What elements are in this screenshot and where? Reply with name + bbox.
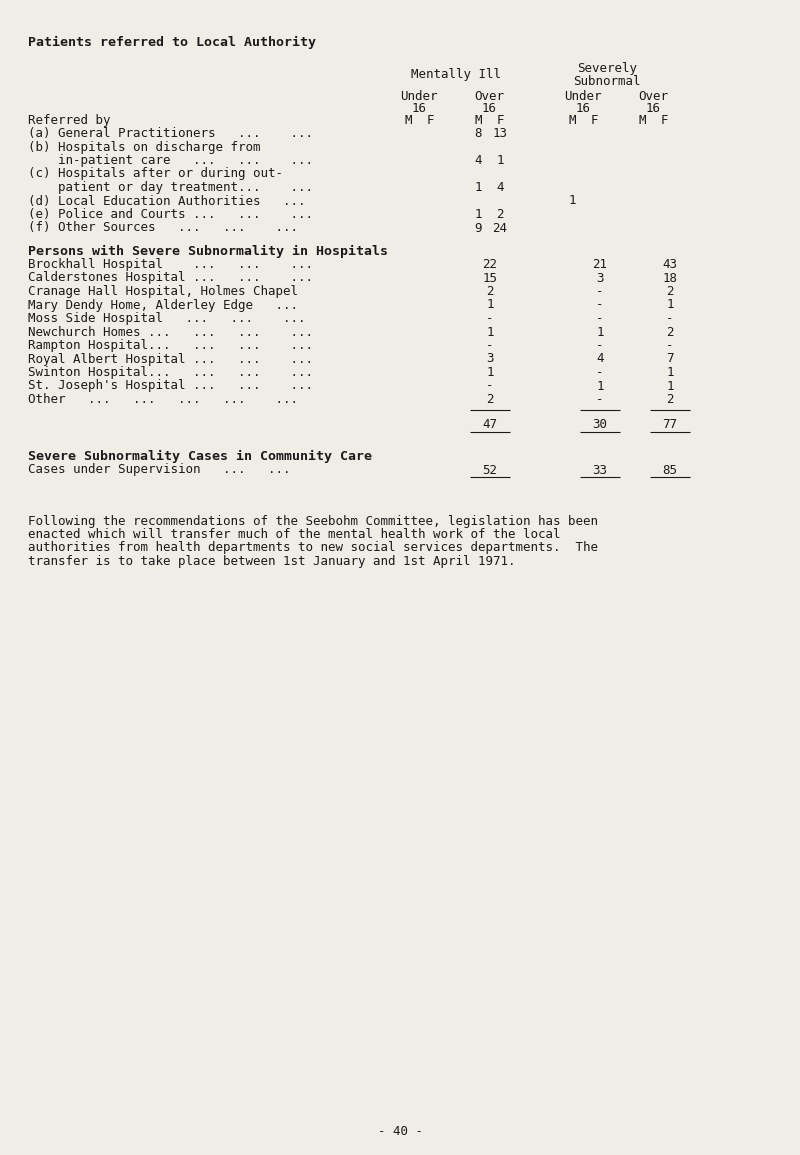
- Text: 1: 1: [486, 366, 494, 379]
- Text: Cranage Hall Hospital, Holmes Chapel: Cranage Hall Hospital, Holmes Chapel: [28, 285, 298, 298]
- Text: M: M: [638, 114, 646, 127]
- Text: 1: 1: [474, 181, 482, 194]
- Text: (f) Other Sources   ...   ...    ...: (f) Other Sources ... ... ...: [28, 222, 298, 234]
- Text: Brockhall Hospital    ...   ...    ...: Brockhall Hospital ... ... ...: [28, 258, 313, 271]
- Text: 3: 3: [596, 271, 604, 284]
- Text: 1: 1: [666, 380, 674, 393]
- Text: 21: 21: [593, 258, 607, 271]
- Text: (e) Police and Courts ...   ...    ...: (e) Police and Courts ... ... ...: [28, 208, 313, 221]
- Text: transfer is to take place between 1st January and 1st April 1971.: transfer is to take place between 1st Ja…: [28, 556, 515, 568]
- Text: 1: 1: [568, 194, 576, 208]
- Text: 33: 33: [593, 463, 607, 477]
- Text: Rampton Hospital...   ...   ...    ...: Rampton Hospital... ... ... ...: [28, 340, 313, 352]
- Text: -: -: [486, 340, 494, 352]
- Text: -: -: [596, 366, 604, 379]
- Text: 2: 2: [666, 393, 674, 407]
- Text: 2: 2: [666, 285, 674, 298]
- Text: Persons with Severe Subnormality in Hospitals: Persons with Severe Subnormality in Hosp…: [28, 245, 388, 258]
- Text: 1: 1: [596, 326, 604, 338]
- Text: M: M: [404, 114, 412, 127]
- Text: 16: 16: [482, 102, 497, 116]
- Text: 2: 2: [486, 285, 494, 298]
- Text: 43: 43: [662, 258, 678, 271]
- Text: F: F: [590, 114, 598, 127]
- Text: 9: 9: [474, 222, 482, 234]
- Text: Severely: Severely: [577, 62, 637, 75]
- Text: 1: 1: [486, 326, 494, 338]
- Text: 4: 4: [596, 352, 604, 365]
- Text: Subnormal: Subnormal: [574, 75, 641, 88]
- Text: -: -: [596, 393, 604, 407]
- Text: 4: 4: [474, 154, 482, 167]
- Text: (c) Hospitals after or during out-: (c) Hospitals after or during out-: [28, 167, 283, 180]
- Text: Swinton Hospital...   ...   ...    ...: Swinton Hospital... ... ... ...: [28, 366, 313, 379]
- Text: -: -: [666, 340, 674, 352]
- Text: 2: 2: [486, 393, 494, 407]
- Text: Royal Albert Hospital ...   ...    ...: Royal Albert Hospital ... ... ...: [28, 352, 313, 365]
- Text: 4: 4: [496, 181, 504, 194]
- Text: Over: Over: [474, 90, 504, 103]
- Text: -: -: [596, 340, 604, 352]
- Text: Newchurch Homes ...   ...   ...    ...: Newchurch Homes ... ... ... ...: [28, 326, 313, 338]
- Text: 16: 16: [575, 102, 590, 116]
- Text: - 40 -: - 40 -: [378, 1125, 422, 1138]
- Text: 77: 77: [662, 418, 678, 432]
- Text: 1: 1: [474, 208, 482, 221]
- Text: Under: Under: [564, 90, 602, 103]
- Text: Referred by: Referred by: [28, 114, 110, 127]
- Text: F: F: [496, 114, 504, 127]
- Text: Mentally Ill: Mentally Ill: [411, 68, 501, 81]
- Text: -: -: [596, 285, 604, 298]
- Text: 30: 30: [593, 418, 607, 432]
- Text: Patients referred to Local Authority: Patients referred to Local Authority: [28, 36, 316, 49]
- Text: 1: 1: [496, 154, 504, 167]
- Text: (a) General Practitioners   ...    ...: (a) General Practitioners ... ...: [28, 127, 313, 140]
- Text: 47: 47: [482, 418, 498, 432]
- Text: Under: Under: [400, 90, 438, 103]
- Text: M: M: [568, 114, 576, 127]
- Text: (b) Hospitals on discharge from: (b) Hospitals on discharge from: [28, 141, 261, 154]
- Text: M: M: [474, 114, 482, 127]
- Text: F: F: [660, 114, 668, 127]
- Text: 18: 18: [662, 271, 678, 284]
- Text: -: -: [596, 298, 604, 312]
- Text: 15: 15: [482, 271, 498, 284]
- Text: 16: 16: [411, 102, 426, 116]
- Text: Moss Side Hospital   ...   ...    ...: Moss Side Hospital ... ... ...: [28, 312, 306, 325]
- Text: 2: 2: [666, 326, 674, 338]
- Text: F: F: [426, 114, 434, 127]
- Text: -: -: [596, 312, 604, 325]
- Text: Cases under Supervision   ...   ...: Cases under Supervision ... ...: [28, 463, 290, 477]
- Text: 1: 1: [486, 298, 494, 312]
- Text: Other   ...   ...   ...   ...    ...: Other ... ... ... ... ...: [28, 393, 298, 407]
- Text: -: -: [486, 380, 494, 393]
- Text: (d) Local Education Authorities   ...: (d) Local Education Authorities ...: [28, 194, 306, 208]
- Text: Over: Over: [638, 90, 668, 103]
- Text: authorities from health departments to new social services departments.  The: authorities from health departments to n…: [28, 542, 598, 554]
- Text: 22: 22: [482, 258, 498, 271]
- Text: 1: 1: [666, 298, 674, 312]
- Text: in-patient care   ...   ...    ...: in-patient care ... ... ...: [28, 154, 313, 167]
- Text: 1: 1: [596, 380, 604, 393]
- Text: Mary Dendy Home, Alderley Edge   ...: Mary Dendy Home, Alderley Edge ...: [28, 298, 298, 312]
- Text: 13: 13: [493, 127, 507, 140]
- Text: Calderstones Hospital ...   ...    ...: Calderstones Hospital ... ... ...: [28, 271, 313, 284]
- Text: 85: 85: [662, 463, 678, 477]
- Text: 7: 7: [666, 352, 674, 365]
- Text: 3: 3: [486, 352, 494, 365]
- Text: Severe Subnormality Cases in Community Care: Severe Subnormality Cases in Community C…: [28, 449, 372, 463]
- Text: Following the recommendations of the Seebohm Committee, legislation has been: Following the recommendations of the See…: [28, 514, 598, 528]
- Text: 1: 1: [666, 366, 674, 379]
- Text: St. Joseph's Hospital ...   ...    ...: St. Joseph's Hospital ... ... ...: [28, 380, 313, 393]
- Text: 24: 24: [493, 222, 507, 234]
- Text: 2: 2: [496, 208, 504, 221]
- Text: -: -: [666, 312, 674, 325]
- Text: 16: 16: [646, 102, 661, 116]
- Text: 8: 8: [474, 127, 482, 140]
- Text: 52: 52: [482, 463, 498, 477]
- Text: -: -: [486, 312, 494, 325]
- Text: enacted which will transfer much of the mental health work of the local: enacted which will transfer much of the …: [28, 528, 561, 541]
- Text: patient or day treatment...    ...: patient or day treatment... ...: [28, 181, 313, 194]
